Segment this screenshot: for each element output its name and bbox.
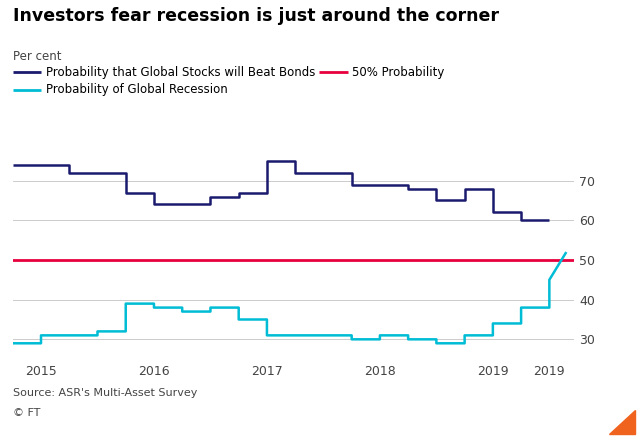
Text: 50% Probability: 50% Probability [352,66,445,79]
Text: Probability of Global Recession: Probability of Global Recession [46,83,228,96]
Text: Probability that Global Stocks will Beat Bonds: Probability that Global Stocks will Beat… [46,66,315,79]
Text: Source: ASR's Multi-Asset Survey: Source: ASR's Multi-Asset Survey [13,388,197,398]
Text: Per cent: Per cent [13,50,61,64]
Text: Investors fear recession is just around the corner: Investors fear recession is just around … [13,7,499,25]
Text: © FT: © FT [13,408,40,418]
